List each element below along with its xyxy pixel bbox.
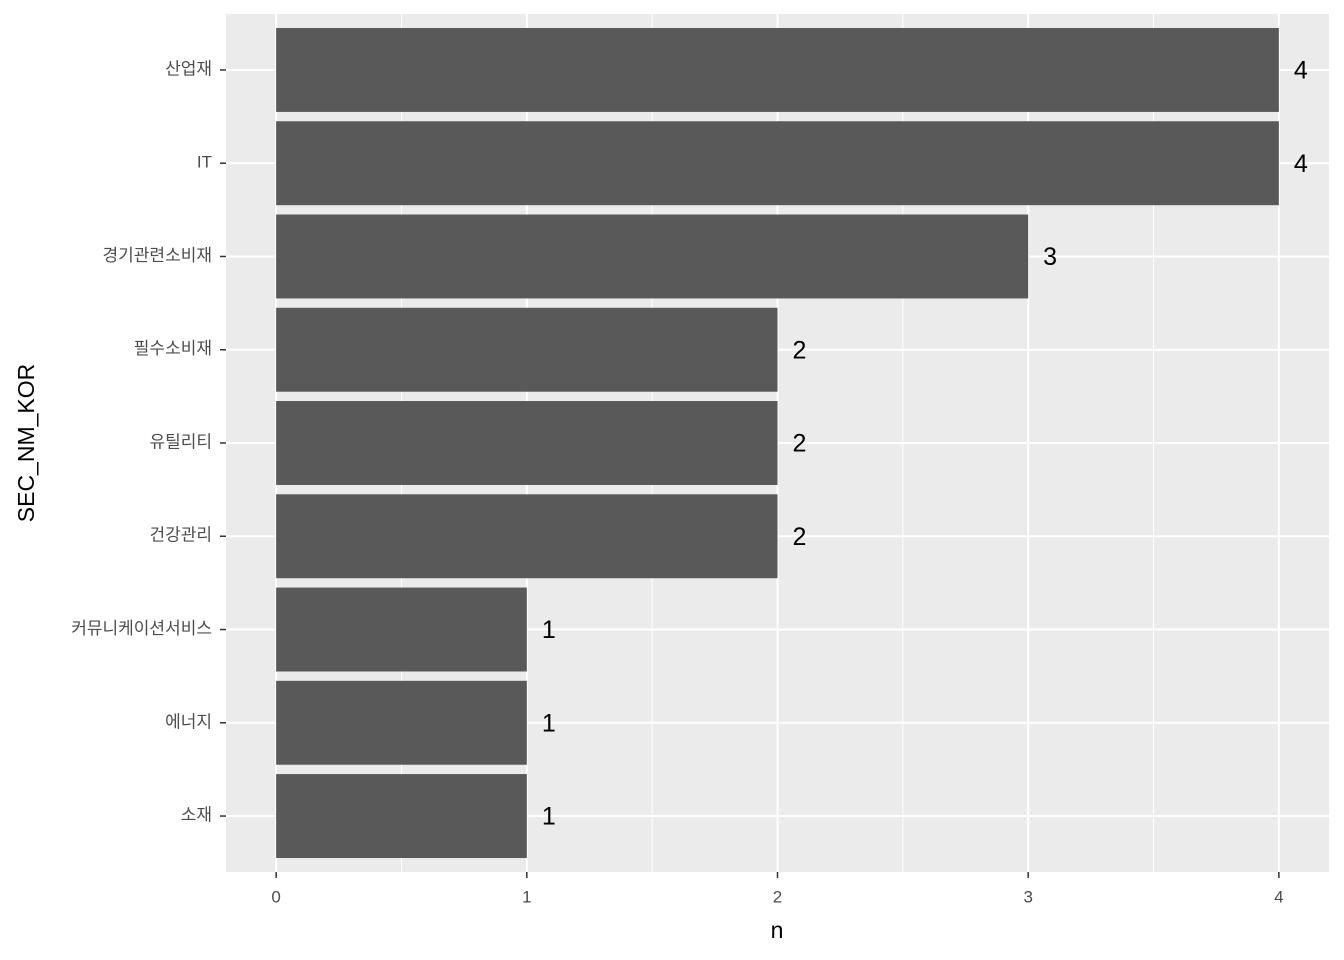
y-tick-label: 경기관련소비재 bbox=[103, 246, 212, 265]
y-tick-label: 유틸리티 bbox=[149, 432, 212, 451]
y-tick-label: 필수소비재 bbox=[134, 339, 212, 358]
bar bbox=[276, 307, 778, 392]
value-label: 4 bbox=[1294, 57, 1308, 85]
bar bbox=[276, 121, 1279, 206]
value-label: 4 bbox=[1294, 150, 1308, 178]
x-tick-label: 4 bbox=[1274, 887, 1283, 906]
x-tick-label: 3 bbox=[1023, 887, 1032, 906]
y-tick-label: 산업재 bbox=[165, 59, 212, 78]
value-label: 1 bbox=[542, 803, 556, 831]
bar bbox=[276, 774, 527, 859]
y-tick-label: 에너지 bbox=[165, 712, 212, 731]
value-label: 2 bbox=[793, 430, 807, 458]
x-axis-title: n bbox=[771, 917, 784, 943]
y-tick-label: 소재 bbox=[181, 806, 212, 825]
x-tick-label: 1 bbox=[522, 887, 531, 906]
x-tick-label: 2 bbox=[773, 887, 782, 906]
bar bbox=[276, 680, 527, 765]
bar bbox=[276, 27, 1279, 112]
value-label: 3 bbox=[1043, 243, 1057, 271]
y-axis-title: SEC_NM_KOR bbox=[13, 364, 39, 522]
value-label: 1 bbox=[542, 709, 556, 737]
y-tick-label: 커뮤니케이션서비스 bbox=[71, 619, 212, 638]
x-tick-label: 0 bbox=[271, 887, 280, 906]
y-tick-label: 건강관리 bbox=[149, 526, 212, 545]
marks: 4 4 3 2 2 2 1 1 1 bbox=[276, 27, 1308, 859]
bar bbox=[276, 587, 527, 672]
bar bbox=[276, 494, 778, 579]
y-tick-label: IT bbox=[197, 153, 212, 172]
bar bbox=[276, 214, 1029, 299]
value-label: 2 bbox=[793, 523, 807, 551]
value-label: 2 bbox=[793, 336, 807, 364]
bar bbox=[276, 401, 778, 485]
value-label: 1 bbox=[542, 616, 556, 644]
